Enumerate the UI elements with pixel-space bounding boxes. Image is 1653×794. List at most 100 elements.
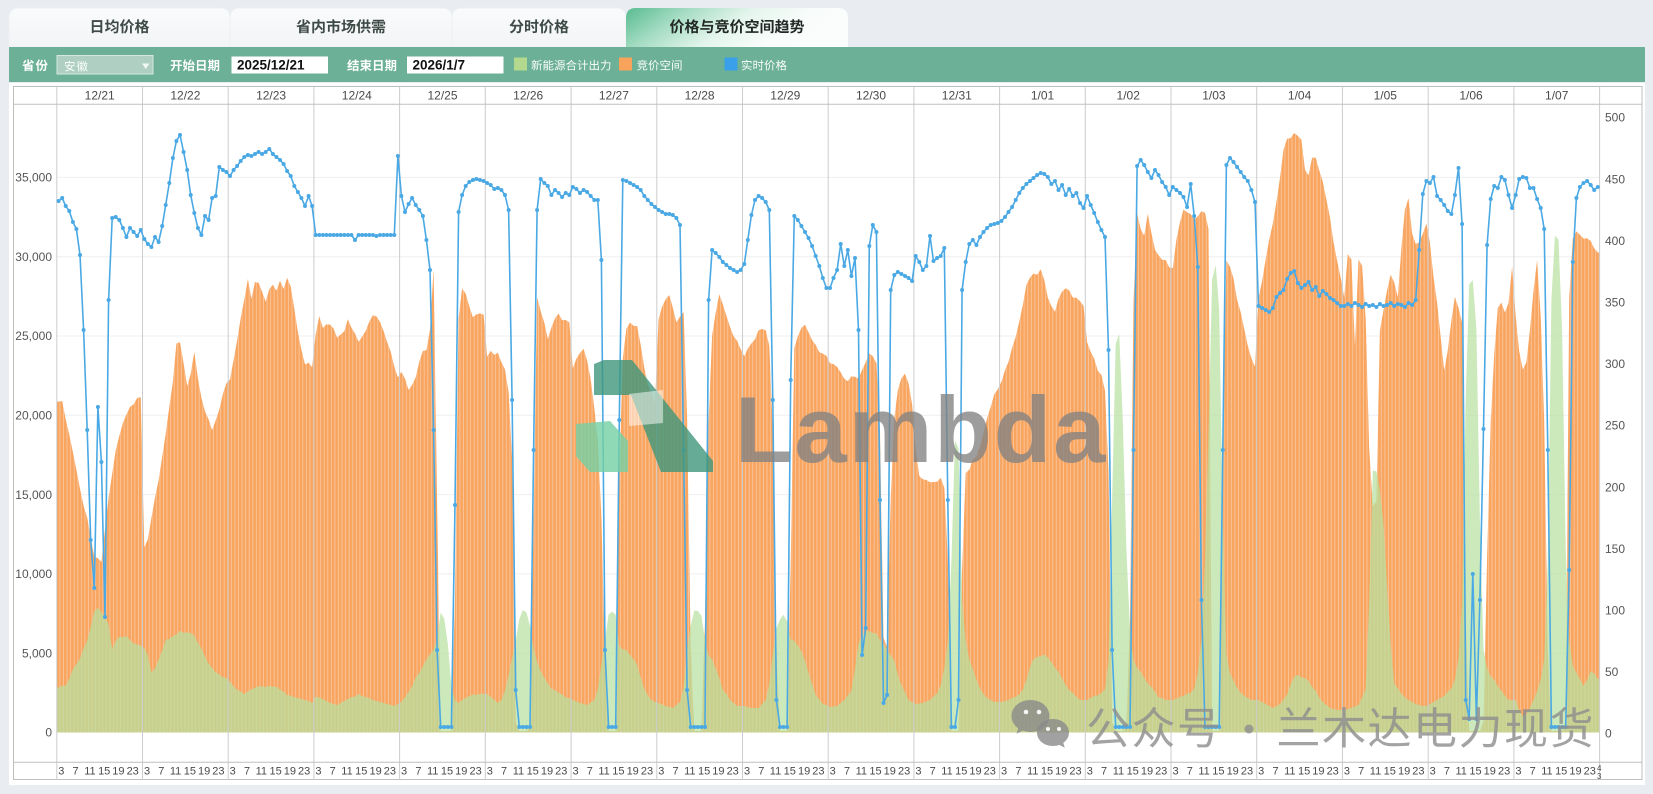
svg-text:12/22: 12/22 (170, 89, 200, 103)
svg-text:15: 15 (612, 766, 624, 778)
svg-text:11: 11 (427, 766, 438, 778)
svg-text:11: 11 (84, 766, 95, 778)
svg-text:23: 23 (469, 766, 481, 778)
svg-text:11: 11 (1027, 766, 1038, 778)
svg-text:12/26: 12/26 (513, 89, 543, 103)
svg-text:3: 3 (487, 766, 493, 778)
svg-text:11: 11 (598, 766, 609, 778)
svg-text:7: 7 (501, 766, 507, 778)
svg-text:19: 19 (627, 766, 639, 778)
svg-text:3: 3 (573, 766, 579, 778)
svg-text:23: 23 (298, 766, 310, 778)
svg-text:23: 23 (812, 766, 824, 778)
svg-text:7: 7 (1272, 766, 1278, 778)
svg-text:15: 15 (1384, 766, 1396, 778)
svg-text:12/29: 12/29 (770, 89, 800, 103)
svg-text:15: 15 (98, 766, 110, 778)
svg-text:23: 23 (1069, 766, 1081, 778)
svg-text:15,000: 15,000 (15, 488, 52, 502)
svg-text:23: 23 (1584, 766, 1596, 778)
svg-text:15: 15 (441, 766, 453, 778)
svg-text:2026/1/7: 2026/1/7 (413, 58, 466, 73)
svg-text:23: 23 (641, 766, 653, 778)
svg-text:23: 23 (1498, 766, 1510, 778)
svg-text:450: 450 (1605, 172, 1625, 186)
svg-text:3: 3 (401, 766, 407, 778)
svg-text:15: 15 (955, 766, 967, 778)
svg-text:7: 7 (673, 766, 679, 778)
svg-text:15: 15 (1212, 766, 1224, 778)
svg-text:250: 250 (1605, 419, 1625, 433)
svg-text:150: 150 (1605, 542, 1625, 556)
svg-text:19: 19 (1141, 766, 1153, 778)
svg-text:15: 15 (1298, 766, 1310, 778)
svg-text:7: 7 (930, 766, 936, 778)
svg-text:12/21: 12/21 (85, 89, 115, 103)
svg-text:23: 23 (1327, 766, 1339, 778)
svg-text:3: 3 (1344, 766, 1350, 778)
svg-text:7: 7 (1187, 766, 1193, 778)
svg-text:11: 11 (513, 766, 524, 778)
svg-text:23: 23 (384, 766, 396, 778)
svg-text:11: 11 (1198, 766, 1209, 778)
svg-text:25,000: 25,000 (15, 329, 52, 343)
svg-text:7: 7 (1530, 766, 1536, 778)
svg-text:0: 0 (1605, 727, 1612, 741)
svg-text:3: 3 (1597, 772, 1602, 781)
svg-text:19: 19 (1055, 766, 1067, 778)
svg-text:11: 11 (1455, 766, 1466, 778)
svg-text:7: 7 (244, 766, 250, 778)
svg-text:23: 23 (1412, 766, 1424, 778)
svg-text:15: 15 (1041, 766, 1053, 778)
svg-text:200: 200 (1605, 480, 1625, 494)
svg-text:7: 7 (1015, 766, 1021, 778)
svg-text:3: 3 (144, 766, 150, 778)
svg-text:3: 3 (230, 766, 236, 778)
svg-text:7: 7 (73, 766, 79, 778)
svg-text:23: 23 (898, 766, 910, 778)
svg-text:15: 15 (1555, 766, 1567, 778)
svg-text:19: 19 (1569, 766, 1581, 778)
svg-text:3: 3 (1515, 766, 1521, 778)
svg-text:19: 19 (541, 766, 553, 778)
svg-text:3: 3 (315, 766, 321, 778)
svg-text:1/03: 1/03 (1202, 89, 1226, 103)
svg-text:12/24: 12/24 (342, 89, 372, 103)
svg-text:400: 400 (1605, 234, 1625, 248)
svg-text:3: 3 (658, 766, 664, 778)
svg-text:15: 15 (869, 766, 881, 778)
svg-text:19: 19 (884, 766, 896, 778)
svg-text:7: 7 (844, 766, 850, 778)
svg-text:23: 23 (127, 766, 139, 778)
svg-text:3: 3 (915, 766, 921, 778)
svg-text:Lambda: Lambda (735, 377, 1107, 482)
svg-text:30,000: 30,000 (15, 250, 52, 264)
svg-text:11: 11 (1370, 766, 1381, 778)
svg-text:11: 11 (1284, 766, 1295, 778)
svg-text:23: 23 (984, 766, 996, 778)
svg-text:3: 3 (1087, 766, 1093, 778)
svg-text:100: 100 (1605, 604, 1625, 618)
svg-text:3: 3 (1172, 766, 1178, 778)
svg-text:15: 15 (355, 766, 367, 778)
svg-text:7: 7 (1358, 766, 1364, 778)
svg-text:15: 15 (269, 766, 281, 778)
svg-text:3: 3 (830, 766, 836, 778)
svg-text:19: 19 (969, 766, 981, 778)
svg-text:23: 23 (727, 766, 739, 778)
svg-text:12/28: 12/28 (685, 89, 715, 103)
svg-text:300: 300 (1605, 357, 1625, 371)
svg-text:15: 15 (698, 766, 710, 778)
svg-text:11: 11 (941, 766, 952, 778)
svg-text:50: 50 (1605, 665, 1619, 679)
svg-text:11: 11 (256, 766, 267, 778)
svg-text:3: 3 (744, 766, 750, 778)
svg-text:7: 7 (415, 766, 421, 778)
svg-text:1/07: 1/07 (1545, 89, 1569, 103)
svg-text:19: 19 (1312, 766, 1324, 778)
svg-text:11: 11 (1541, 766, 1552, 778)
svg-text:19: 19 (369, 766, 381, 778)
svg-text:12/30: 12/30 (856, 89, 886, 103)
svg-text:23: 23 (1155, 766, 1167, 778)
svg-text:20,000: 20,000 (15, 409, 52, 423)
